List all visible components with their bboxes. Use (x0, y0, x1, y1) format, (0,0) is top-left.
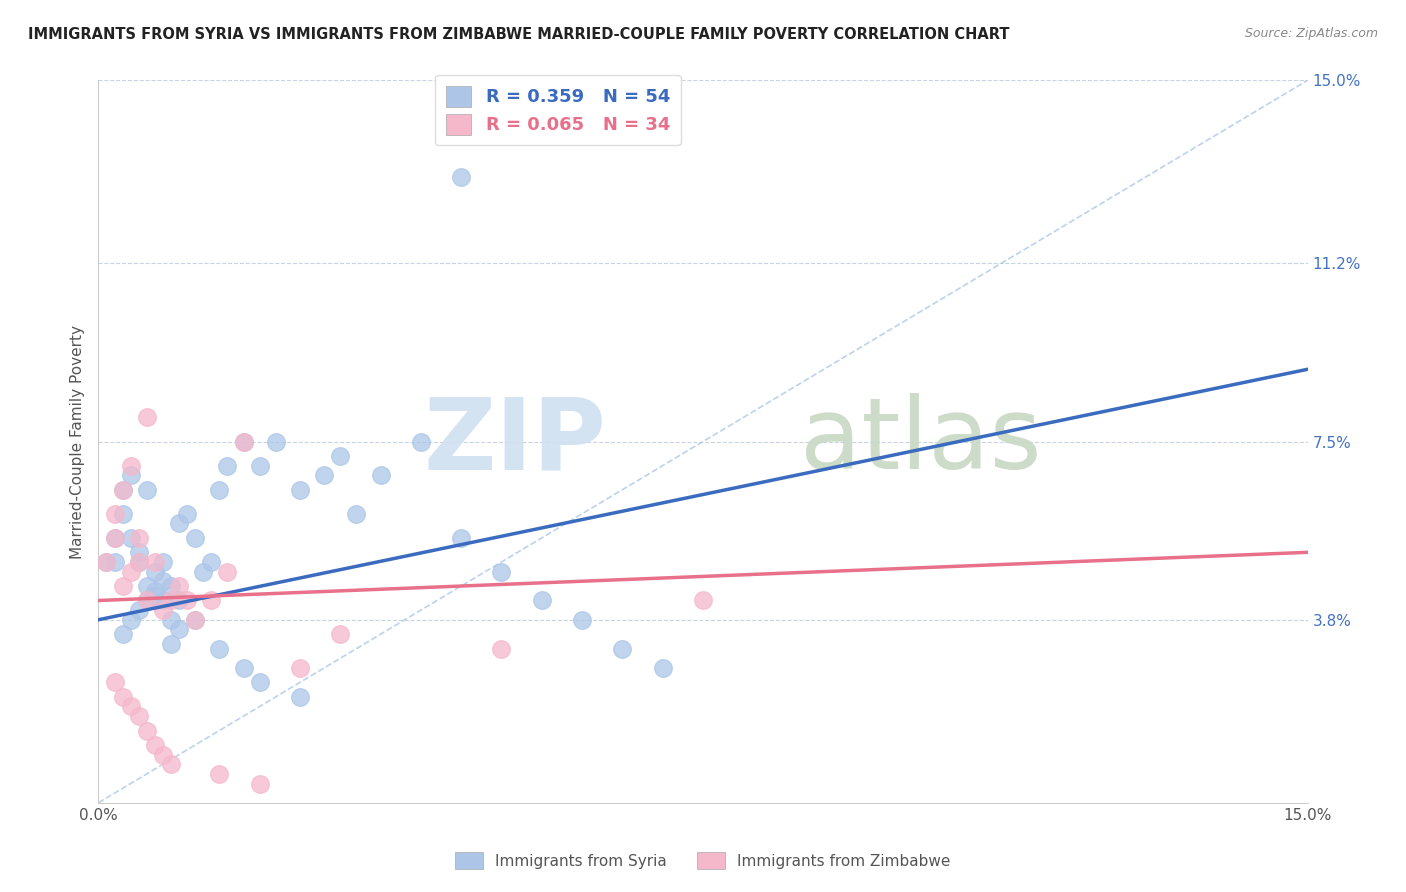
Point (208, 641, 231, 656)
Point (232, 661, 254, 675)
Point (409, 434, 432, 449)
Point (111, 507, 134, 521)
Legend: Immigrants from Syria, Immigrants from Zimbabwe: Immigrants from Syria, Immigrants from Z… (450, 846, 956, 875)
Point (167, 579, 190, 593)
Point (491, 565, 513, 579)
Point (249, 458, 271, 473)
Point (184, 531, 207, 545)
Text: ZIP: ZIP (423, 393, 606, 490)
Point (111, 627, 134, 641)
Point (167, 593, 190, 607)
Point (96, 555, 118, 569)
Point (160, 757, 183, 772)
Point (264, 434, 287, 449)
Point (120, 699, 142, 714)
Point (111, 483, 134, 497)
Point (152, 603, 174, 617)
Text: Source: ZipAtlas.com: Source: ZipAtlas.com (1244, 27, 1378, 40)
Point (200, 593, 222, 607)
Point (288, 690, 311, 704)
Point (135, 483, 157, 497)
Point (651, 661, 673, 675)
Point (249, 776, 271, 790)
Point (135, 593, 157, 607)
Point (370, 468, 392, 483)
Point (314, 468, 336, 483)
Point (184, 613, 207, 627)
Point (232, 434, 254, 449)
Point (160, 613, 183, 627)
Point (143, 589, 166, 603)
Point (120, 565, 142, 579)
Point (128, 545, 150, 559)
Point (120, 531, 142, 545)
Text: atlas: atlas (800, 393, 1042, 490)
Point (128, 603, 150, 617)
Point (612, 641, 634, 656)
Point (103, 555, 125, 569)
Point (288, 661, 311, 675)
Point (120, 468, 142, 483)
Point (135, 723, 157, 738)
Point (120, 613, 142, 627)
Point (128, 709, 150, 723)
Point (143, 583, 166, 598)
Point (160, 579, 183, 593)
Point (571, 613, 593, 627)
Point (249, 675, 271, 690)
Point (193, 565, 215, 579)
Point (288, 483, 311, 497)
Point (167, 623, 190, 637)
Point (111, 579, 134, 593)
Point (329, 449, 352, 463)
Point (103, 531, 125, 545)
Y-axis label: Married-Couple Family Poverty: Married-Couple Family Poverty (69, 325, 84, 558)
Point (152, 593, 174, 607)
Point (111, 483, 134, 497)
Point (103, 531, 125, 545)
Point (111, 690, 134, 704)
Point (232, 434, 254, 449)
Point (152, 555, 174, 569)
Point (135, 410, 157, 425)
Point (208, 483, 231, 497)
Point (692, 593, 714, 607)
Point (450, 531, 472, 545)
Point (208, 767, 231, 781)
Point (152, 747, 174, 762)
Point (176, 593, 198, 607)
Point (200, 555, 222, 569)
Text: IMMIGRANTS FROM SYRIA VS IMMIGRANTS FROM ZIMBABWE MARRIED-COUPLE FAMILY POVERTY : IMMIGRANTS FROM SYRIA VS IMMIGRANTS FROM… (28, 27, 1010, 42)
Point (160, 637, 183, 651)
Point (329, 627, 352, 641)
Point (135, 579, 157, 593)
Point (152, 574, 174, 589)
Point (143, 565, 166, 579)
Point (128, 555, 150, 569)
Point (160, 593, 183, 607)
Point (167, 516, 190, 531)
Point (530, 593, 553, 607)
Point (120, 458, 142, 473)
Point (176, 507, 198, 521)
Point (491, 641, 513, 656)
Point (217, 458, 239, 473)
Point (217, 565, 239, 579)
Point (128, 531, 150, 545)
Point (143, 555, 166, 569)
Point (184, 613, 207, 627)
Point (103, 675, 125, 690)
Point (135, 593, 157, 607)
Point (143, 738, 166, 752)
Point (103, 507, 125, 521)
Point (96, 555, 118, 569)
Point (128, 555, 150, 569)
Legend: R = 0.359   N = 54, R = 0.065   N = 34: R = 0.359 N = 54, R = 0.065 N = 34 (434, 75, 681, 145)
Point (450, 169, 472, 184)
Point (344, 507, 367, 521)
